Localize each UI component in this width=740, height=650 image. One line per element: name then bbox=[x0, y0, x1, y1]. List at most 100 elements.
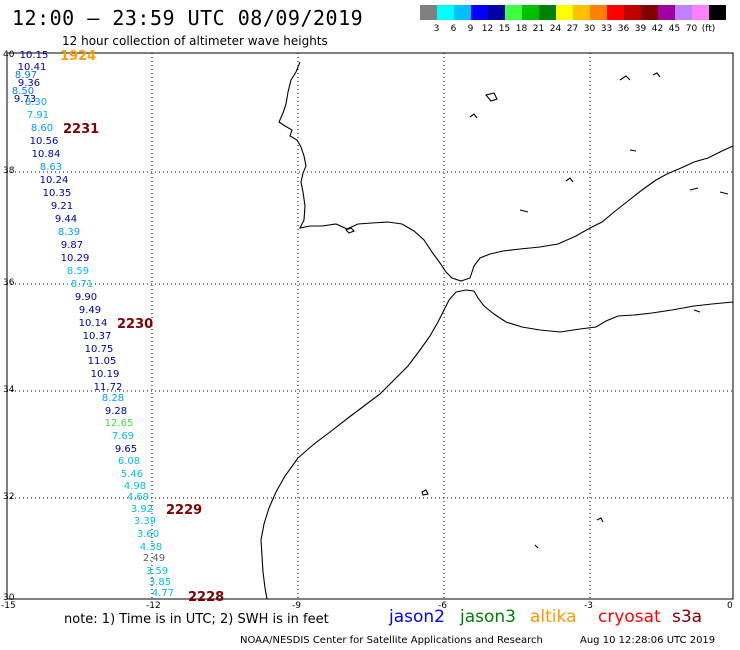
scale-swatch bbox=[454, 5, 471, 20]
wave-height-value: 10.24 bbox=[39, 175, 69, 186]
wave-height-value: 3.85 bbox=[148, 577, 172, 588]
wave-height-value: 12.65 bbox=[104, 418, 134, 429]
legend-item-jason2: jason2 bbox=[389, 607, 445, 627]
wave-height-value: 4.98 bbox=[123, 481, 147, 492]
pass-time-label: 2229 bbox=[166, 503, 203, 518]
scale-label: 70 bbox=[685, 24, 698, 34]
scale-swatch bbox=[624, 5, 641, 20]
graticule bbox=[7, 53, 733, 599]
wave-height-value: 4.77 bbox=[151, 588, 175, 599]
legend-item-s3a: s3a bbox=[672, 607, 703, 627]
latitude-label: 32 bbox=[3, 492, 15, 502]
latitude-label: 34 bbox=[3, 385, 15, 395]
pass-time-label: 2231 bbox=[63, 122, 100, 137]
scale-label: 6 bbox=[450, 24, 457, 34]
scale-label: 9 bbox=[467, 24, 474, 34]
wave-height-value: 3.60 bbox=[136, 529, 160, 540]
wave-height-value: 4.69 bbox=[126, 492, 150, 503]
legend-item-altika: altika bbox=[530, 607, 577, 627]
color-scale: 3 6 9 12 15 18 21 24 27 30 33 36 39 42 45 70 (ft) bbox=[420, 5, 730, 34]
scale-swatch bbox=[505, 5, 522, 20]
pass-time-label: 2230 bbox=[117, 317, 154, 332]
chart-subtitle: 12 hour collection of altimeter wave hei… bbox=[62, 34, 328, 48]
scale-label: 18 bbox=[515, 24, 528, 34]
scale-label: 24 bbox=[549, 24, 562, 34]
scale-label: 36 bbox=[617, 24, 630, 34]
scale-swatch bbox=[471, 5, 488, 20]
scale-swatch bbox=[420, 5, 437, 20]
wave-height-value: 7.91 bbox=[26, 110, 50, 121]
wave-height-value: 10.29 bbox=[60, 253, 90, 264]
wave-height-value: 10.15 bbox=[19, 50, 49, 61]
wave-height-value: 11.72 bbox=[93, 382, 123, 393]
longitude-label: 0 bbox=[727, 601, 733, 611]
wave-height-value: 10.75 bbox=[84, 344, 114, 355]
scale-swatch bbox=[522, 5, 539, 20]
wave-height-value: 7.69 bbox=[111, 431, 135, 442]
chart-title: 12:00 – 23:59 UTC 08/09/2019 bbox=[12, 6, 364, 30]
footnote: note: 1) Time is in UTC; 2) SWH is in fe… bbox=[64, 612, 329, 627]
wave-height-value: 5.46 bbox=[120, 469, 144, 480]
latitude-label: 40 bbox=[3, 50, 15, 60]
scale-label: 15 bbox=[498, 24, 511, 34]
coastline bbox=[260, 61, 734, 600]
longitude-label: -12 bbox=[146, 601, 161, 611]
wave-height-value: 9.73 bbox=[13, 94, 37, 105]
wave-height-value: 9.28 bbox=[104, 406, 128, 417]
wave-height-value: 8.39 bbox=[57, 227, 81, 238]
credit-line: NOAA/NESDIS Center for Satellite Applica… bbox=[240, 635, 543, 646]
wave-height-value: 8.60 bbox=[30, 123, 54, 134]
pass-time-label: 2228 bbox=[188, 590, 225, 605]
generated-timestamp: Aug 10 12:28:06 UTC 2019 bbox=[580, 635, 716, 646]
scale-swatch bbox=[437, 5, 454, 20]
wave-height-value: 9.36 bbox=[17, 78, 41, 89]
scale-label: 27 bbox=[566, 24, 579, 34]
scale-label: 42 bbox=[651, 24, 664, 34]
wave-height-value: 8.28 bbox=[101, 393, 125, 404]
wave-height-value: 8.97 bbox=[14, 70, 38, 81]
wave-height-value: 8.30 bbox=[24, 97, 48, 108]
wave-height-value: 9.44 bbox=[54, 214, 78, 225]
scale-swatch bbox=[607, 5, 624, 20]
wave-height-value: 10.35 bbox=[42, 188, 72, 199]
legend-item-cryosat: cryosat bbox=[598, 607, 661, 627]
wave-height-value: 10.84 bbox=[31, 149, 61, 160]
wave-height-value: 2.49 bbox=[142, 553, 166, 564]
wave-height-value: 3.92 bbox=[130, 504, 154, 515]
wave-height-value: 10.14 bbox=[78, 318, 108, 329]
wave-height-value: 10.41 bbox=[17, 62, 47, 73]
scale-swatch bbox=[488, 5, 505, 20]
scale-label: 39 bbox=[634, 24, 647, 34]
wave-height-value: 9.49 bbox=[78, 305, 102, 316]
wave-height-value: 9.21 bbox=[50, 201, 74, 212]
wave-height-value: 11.05 bbox=[87, 356, 117, 367]
scale-swatch bbox=[573, 5, 590, 20]
legend-item-jason3: jason3 bbox=[460, 607, 516, 627]
latitude-label: 30 bbox=[3, 593, 15, 603]
longitude-label: -9 bbox=[292, 601, 301, 611]
wave-height-value: 8.63 bbox=[39, 162, 63, 173]
scale-label: 45 bbox=[668, 24, 681, 34]
wave-height-value: 10.56 bbox=[29, 136, 59, 147]
scale-label: 33 bbox=[600, 24, 613, 34]
latitude-label: 38 bbox=[3, 166, 15, 176]
wave-height-value: 3.59 bbox=[145, 566, 169, 577]
scale-swatch bbox=[590, 5, 607, 20]
pass-time-label: 1924 bbox=[60, 49, 97, 64]
wave-height-value: 8.50 bbox=[11, 86, 35, 97]
scale-swatch bbox=[641, 5, 658, 20]
wave-height-value: 9.65 bbox=[114, 444, 138, 455]
wave-height-value: 3.39 bbox=[133, 516, 157, 527]
scale-swatch bbox=[675, 5, 692, 20]
wave-height-value: 9.87 bbox=[60, 240, 84, 251]
wave-height-value: 9.90 bbox=[74, 292, 98, 303]
scale-swatch bbox=[658, 5, 675, 20]
longitude-label: -15 bbox=[1, 601, 16, 611]
longitude-label: -6 bbox=[438, 601, 447, 611]
scale-label: 30 bbox=[583, 24, 596, 34]
wave-height-value: 6.08 bbox=[117, 456, 141, 467]
longitude-label: -3 bbox=[584, 601, 593, 611]
scale-swatch bbox=[692, 5, 709, 20]
map-frame bbox=[6, 52, 734, 600]
